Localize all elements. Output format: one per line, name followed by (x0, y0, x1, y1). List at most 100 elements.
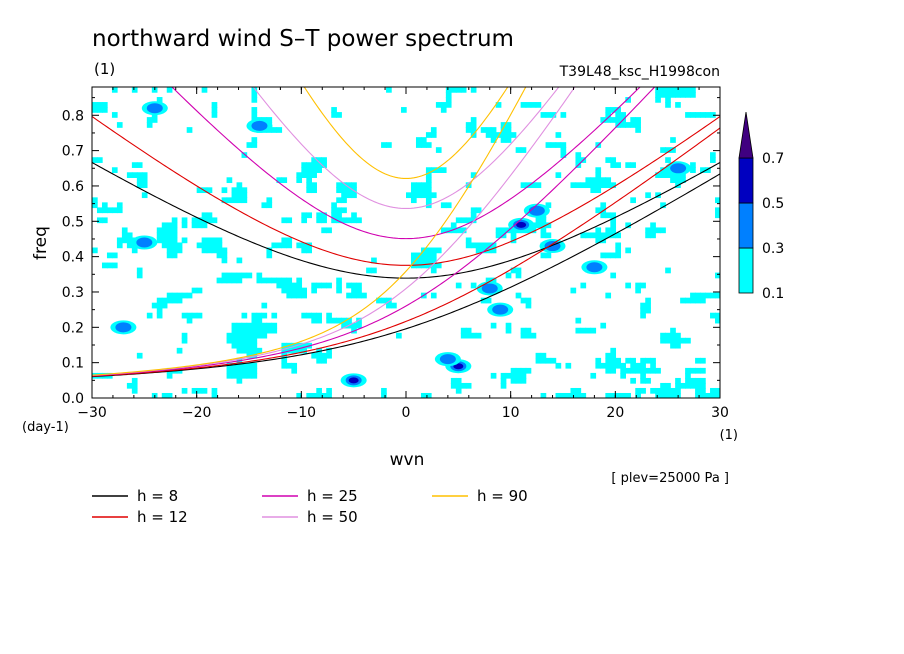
contour-cell (181, 332, 188, 339)
contour-cell (490, 132, 497, 138)
contour-cell (266, 322, 273, 329)
contour-cell (281, 282, 288, 289)
contour-cell (196, 242, 203, 249)
contour-cell (161, 392, 168, 398)
contour-cell (256, 277, 263, 284)
contour-cell (535, 182, 542, 189)
contour-cell (520, 372, 527, 379)
contour-cell (575, 157, 582, 163)
contour-cell (600, 182, 607, 189)
contour-cell (665, 97, 671, 103)
contour-cell (331, 107, 337, 113)
hotspot-core (453, 363, 464, 370)
contour-cell (470, 117, 477, 123)
contour-cell (655, 192, 661, 199)
contour-cell (231, 187, 238, 194)
contour-cell (595, 237, 602, 244)
contour-cell (420, 137, 427, 143)
contour-cell (321, 392, 327, 398)
contour-cell (615, 107, 622, 113)
hotspot-mid (670, 163, 687, 174)
contour-cell (156, 312, 163, 319)
contour-cell (256, 347, 263, 354)
contour-cell (670, 172, 676, 178)
contour-cell (161, 297, 168, 304)
x-tick-label: 30 (711, 405, 729, 421)
contour-cell (680, 337, 686, 344)
contour-cell (136, 172, 143, 178)
contour-cell (181, 337, 188, 344)
contour-cell (221, 252, 228, 259)
contour-cell (460, 227, 467, 234)
dispersion-curve (92, 87, 527, 376)
contour-cell (700, 167, 706, 173)
contour-cell (241, 272, 248, 279)
hotspot-mid (251, 120, 268, 131)
contour-cell (655, 92, 661, 98)
contour-cell (291, 292, 298, 299)
contour-cell (336, 112, 342, 118)
contour-cell (131, 172, 138, 178)
contour-cell (226, 367, 233, 374)
contour-cell (530, 182, 537, 189)
y-tick-label: 0.5 (62, 214, 84, 230)
contour-cell (595, 207, 602, 214)
contour-cell (296, 392, 303, 398)
contour-cell (211, 387, 218, 394)
contour-cell (665, 172, 671, 178)
contour-cell (286, 362, 293, 369)
x-tick-label: −30 (77, 405, 107, 421)
contour-cell (191, 312, 198, 319)
contour-cell (590, 372, 597, 379)
contour-cell (226, 372, 233, 379)
contour-cell (545, 222, 552, 229)
y-tick-label: 0.1 (62, 356, 84, 372)
contour-cell (116, 207, 123, 214)
contour-cell (261, 312, 268, 319)
contour-cell (306, 247, 312, 254)
contour-cell (690, 377, 696, 384)
contour-cell (326, 352, 332, 359)
contour-cell (660, 92, 666, 98)
contour-cell (470, 242, 477, 249)
contour-cell (211, 107, 218, 113)
contour-cell (216, 242, 223, 249)
contour-cell (515, 372, 522, 379)
contour-cell (480, 127, 487, 133)
contour-cell (331, 112, 337, 118)
contour-cell (610, 367, 617, 374)
contour-cell (610, 272, 617, 279)
contour-cell (415, 252, 422, 259)
contour-cell (341, 317, 347, 324)
contour-cell (131, 162, 138, 168)
contour-cell (101, 207, 108, 214)
contour-cell (450, 382, 457, 389)
dispersion-curve (252, 87, 560, 210)
contour-cell (266, 247, 273, 254)
contour-cell (296, 282, 303, 289)
contour-cell (241, 347, 248, 354)
contour-cell (640, 307, 646, 314)
contour-cell (420, 257, 427, 264)
contour-cell (251, 337, 258, 344)
contour-cell (470, 87, 477, 93)
contour-cell (226, 337, 233, 344)
contour-cell (341, 192, 347, 199)
y-tick-label: 0.6 (62, 179, 84, 195)
contour-cell (465, 127, 472, 133)
contour-cell (575, 182, 582, 189)
contour-cell (580, 232, 587, 239)
contour-cell (420, 142, 427, 148)
contour-cell (625, 247, 631, 254)
contour-cell (166, 237, 173, 244)
contour-cell (655, 97, 661, 103)
contour-cell (605, 362, 612, 369)
contour-cell (396, 332, 402, 339)
contour-cell (281, 277, 288, 284)
contour-cell (246, 272, 253, 279)
contour-cell (635, 117, 641, 123)
contour-cell (406, 192, 412, 199)
contour-cell (231, 192, 238, 199)
contour-cell (206, 217, 213, 224)
y-axis-label: freq (31, 226, 51, 260)
